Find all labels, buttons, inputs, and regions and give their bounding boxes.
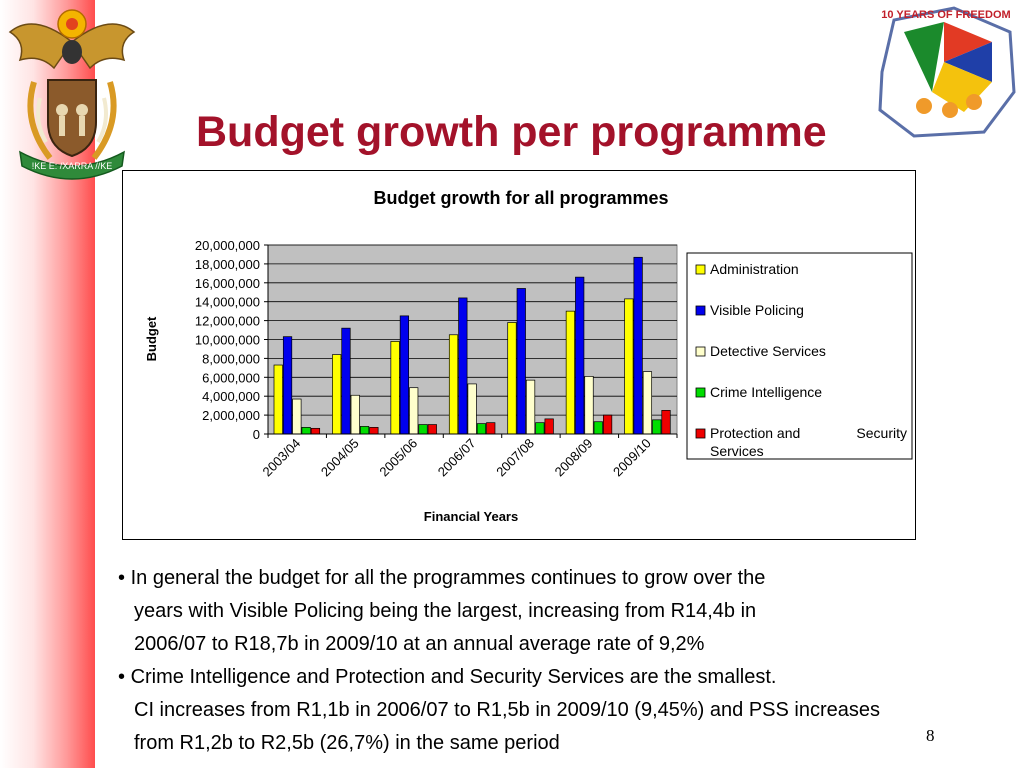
x-axis: 2003/04 2004/05 2005/06 2006/07 2007/08 2008/… [259,433,678,480]
bar [458,297,468,435]
bullet-text: CI increases from R1,1b in 2006/07 to R1… [134,699,880,721]
bullet-line: 2006/07 to R18,7b in 2009/10 at an annua… [118,628,998,661]
legend: Administration Visible Policing Detective … [686,252,913,460]
y-tick-label: 6,000,000 [202,370,260,385]
y-tick-label: 8,000,000 [202,351,260,366]
bar [448,334,459,435]
bullet-line: CI increases from R1,1b in 2006/07 to R1… [118,694,998,727]
bar [399,315,410,435]
legend-box [686,252,913,460]
bullet-text: years with Visible Policing being the la… [134,600,757,622]
bar [535,422,545,435]
y-tick-label: 10,000,000 [195,333,260,348]
ten-years-freedom-emblem: 10 YEARS OF FREEDOM [878,6,1016,138]
y-tick-label: 16,000,000 [195,276,260,291]
y-tick-label: 12,000,000 [195,314,260,329]
bar [507,322,517,435]
bar [427,424,437,435]
x-tick-label: 2005/06 [376,436,420,480]
x-tick-label: 2006/07 [435,436,479,480]
bar [292,398,302,435]
legend-label: Security [856,425,907,441]
bar [661,410,671,435]
legend-label: Protection and [710,425,800,441]
svg-text:!KE E: /XARRA //KE: !KE E: /XARRA //KE [32,161,113,171]
bullet-list: • In general the budget for all the prog… [118,562,998,760]
bar [544,418,554,435]
bar [350,394,360,435]
svg-text:10 YEARS OF FREEDOM: 10 YEARS OF FREEDOM [881,9,1010,21]
bullet-line: • Crime Intelligence and Protection and … [118,661,998,694]
bullet-line: years with Visible Policing being the la… [118,595,998,628]
legend-swatch [695,428,706,439]
bullet-text: 2006/07 to R18,7b in 2009/10 at an annua… [134,633,705,655]
bar [516,288,526,435]
bar-chart: Budget growth for all programmes 0 2,000,… [144,188,913,524]
bar [584,376,594,435]
y-tick-label: 2,000,000 [202,408,260,423]
bar [310,427,321,435]
bar [282,336,293,435]
legend-label: Services [710,443,764,459]
bar [565,310,575,435]
bullet-text: In general the budget for all the progra… [130,567,766,589]
legend-label: Crime Intelligence [710,384,822,400]
legend-swatch [695,346,706,357]
bullet-line: • In general the budget for all the prog… [118,562,998,595]
y-tick-label: 20,000,000 [195,238,260,253]
legend-swatch [695,264,706,275]
bar [359,426,370,435]
bar [273,364,283,435]
bar [575,276,585,435]
x-tick-label: 2007/08 [493,436,537,480]
legend-swatch [695,387,706,398]
bar [369,427,379,435]
bar [467,383,477,435]
legend-label: Detective Services [710,343,826,359]
bullet-text: Crime Intelligence and Protection and Se… [130,666,777,688]
y-tick-label: 18,000,000 [195,257,260,272]
bar [525,379,536,435]
bar [390,341,400,435]
y-axis: 0 2,000,000 4,000,000 6,000,000 8,000,000 10,… [195,238,269,442]
chart-frame: Budget growth for all programmes 0 2,000,… [122,170,916,540]
bar [476,423,487,435]
bullet-marker: • [118,666,126,688]
coat-of-arms-logo: !KE E: /XARRA //KE [8,9,136,180]
bullet-text: from R1,2b to R2,5b (26,7%) in the same … [134,732,560,754]
legend-label: Visible Policing [710,302,804,318]
bar [332,354,342,435]
bar [602,414,613,435]
y-tick-label: 4,000,000 [202,389,260,404]
bar [652,419,662,435]
bullet-line: from R1,2b to R2,5b (26,7%) in the same … [118,727,998,760]
bullet-marker: • [118,567,126,589]
slide-title: Budget growth per programme [196,108,827,156]
x-tick-label: 2008/09 [552,436,596,480]
x-tick-label: 2004/05 [318,436,362,480]
bar [301,427,311,435]
y-tick-label: 14,000,000 [195,295,260,310]
x-tick-label: 2003/04 [259,436,303,480]
x-tick-label: 2009/10 [610,436,654,480]
legend-label: Administration [710,261,799,277]
bar [486,422,496,435]
bar [624,298,634,435]
bar [593,421,603,435]
y-tick-label: 0 [253,427,260,442]
plot-area [267,244,678,435]
y-axis-label: Budget [144,316,159,361]
bar [341,327,351,435]
chart-title: Budget growth for all programmes [373,188,668,208]
x-axis-label: Financial Years [424,509,518,524]
bar [418,424,428,435]
bar [633,256,643,435]
bar [642,371,653,435]
bar [409,387,419,435]
page-number: 8 [926,726,935,745]
legend-swatch [695,305,706,316]
